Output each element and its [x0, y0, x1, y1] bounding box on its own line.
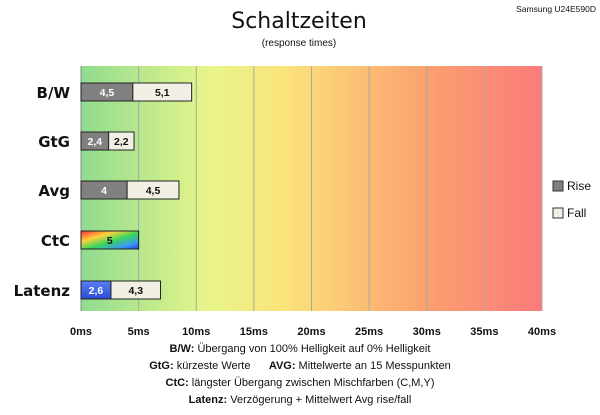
- x-tick-label: 30ms: [413, 326, 441, 338]
- x-tick-label: 15ms: [240, 326, 268, 338]
- data-label-latenz-delay: 2,6: [89, 285, 104, 297]
- bars: 4,5 5,1 2,4 2,2 4 4,5 5 2,6 4,3: [80, 82, 193, 300]
- bar-ctc: [80, 230, 140, 250]
- note-ctc: CtC: längster Übergang zwischen Mischfar…: [165, 377, 435, 389]
- category-label: CtC: [41, 232, 70, 250]
- notes: B/W: Übergang von 100% Helligkeit auf 0%…: [0, 341, 600, 409]
- note-bw: B/W: Übergang von 100% Helligkeit auf 0%…: [169, 343, 431, 355]
- legend-swatch-fall: [552, 207, 564, 219]
- x-tick-label: 0ms: [70, 326, 92, 338]
- data-label-fall: 4,5: [146, 185, 161, 197]
- x-ticks: 0ms 5ms 10ms 15ms 20ms 25ms 30ms 35ms 40ms: [70, 326, 556, 338]
- note-latenz: Latenz: Verzögerung + Mittelwert Avg ris…: [188, 394, 412, 406]
- legend-label-rise: Rise: [567, 179, 591, 193]
- grid: [138, 66, 543, 311]
- x-tick-label: 35ms: [470, 326, 498, 338]
- legend-swatch-rise: [552, 180, 564, 192]
- category-label: B/W: [37, 84, 71, 102]
- x-tick-label: 10ms: [182, 326, 210, 338]
- chart-subtitle: (response times): [262, 38, 336, 49]
- data-label-rise: 2,4: [88, 136, 103, 148]
- chart-title: Schaltzeiten: [231, 9, 367, 34]
- data-label-fall: 5,1: [155, 87, 170, 99]
- x-tick-label: 5ms: [128, 326, 150, 338]
- bar-fall: [126, 180, 180, 200]
- data-label-latenz-fall: 4,3: [128, 285, 143, 297]
- bar-fall: [108, 131, 135, 151]
- x-tick-label: 20ms: [297, 326, 325, 338]
- legend-label-fall: Fall: [567, 206, 586, 220]
- x-tick-label: 25ms: [355, 326, 383, 338]
- legend: Rise Fall: [552, 179, 591, 220]
- data-label-rise: 4: [101, 185, 107, 197]
- category-label: Latenz: [14, 282, 71, 300]
- data-label-ctc: 5: [107, 235, 113, 247]
- category-labels: B/W GtG Avg CtC Latenz: [14, 84, 71, 300]
- x-tick-label: 40ms: [528, 326, 556, 338]
- category-label: GtG: [38, 133, 70, 151]
- note-gtg-avg: GtG: kürzeste Werte AVG: Mittelwerte an …: [149, 360, 451, 372]
- data-label-fall: 2,2: [114, 136, 129, 148]
- data-label-rise: 4,5: [100, 87, 115, 99]
- category-label: Avg: [38, 182, 70, 200]
- bar-fall: [132, 82, 193, 102]
- monitor-model: Samsung U24E590D: [516, 4, 596, 14]
- bar-latenz-fall: [110, 280, 162, 300]
